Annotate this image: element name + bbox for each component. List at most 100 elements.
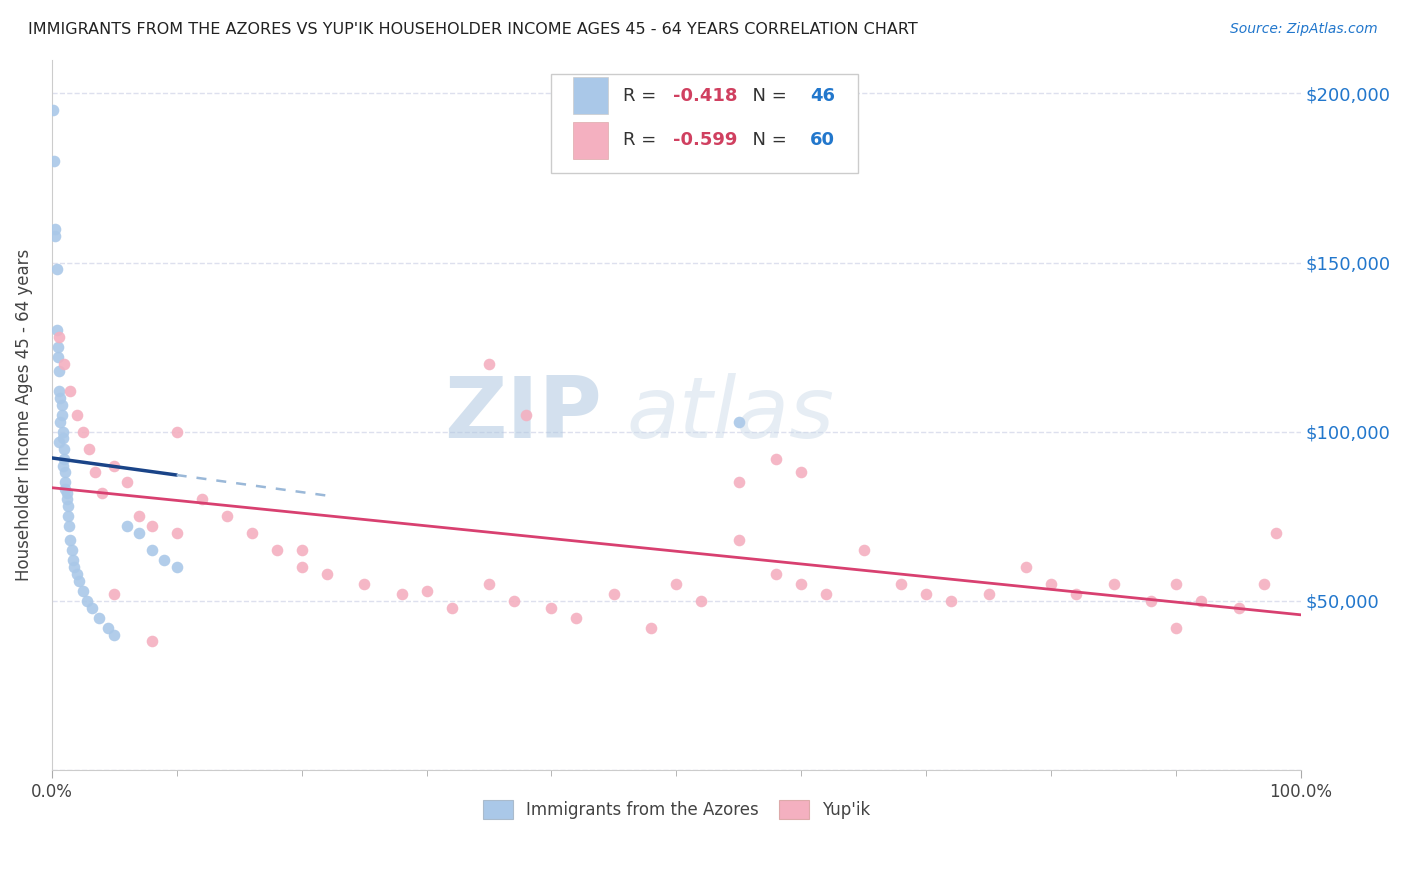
- Point: [55, 482, 77, 496]
- Point: [46, 340, 69, 354]
- Point: [52, 425, 75, 439]
- Point: [59, 384, 82, 398]
- Point: [51, 398, 73, 412]
- Point: [49, 415, 72, 429]
- Point: [62, 553, 84, 567]
- Text: atlas: atlas: [627, 373, 834, 457]
- Point: [55, 492, 77, 507]
- Point: [80, 600, 103, 615]
- Point: [266, 543, 288, 558]
- Point: [315, 566, 337, 581]
- Point: [128, 526, 150, 541]
- Point: [52, 458, 75, 473]
- Point: [977, 587, 1000, 601]
- Point: [141, 634, 163, 648]
- Point: [565, 611, 588, 625]
- Point: [45, 323, 67, 337]
- Point: [97, 621, 120, 635]
- Point: [56, 499, 79, 513]
- Point: [48, 364, 70, 378]
- Point: [103, 587, 125, 601]
- Point: [1164, 621, 1187, 635]
- Point: [44, 154, 66, 169]
- Point: [45, 262, 67, 277]
- FancyBboxPatch shape: [551, 74, 858, 173]
- Point: [1140, 594, 1163, 608]
- Text: -0.599: -0.599: [672, 131, 737, 149]
- Point: [48, 384, 70, 398]
- Point: [77, 442, 100, 456]
- Point: [941, 594, 963, 608]
- Point: [115, 475, 138, 490]
- Point: [48, 434, 70, 449]
- Point: [56, 509, 79, 524]
- Point: [72, 425, 94, 439]
- Point: [67, 574, 90, 588]
- Text: IMMIGRANTS FROM THE AZORES VS YUP'IK HOUSEHOLDER INCOME AGES 45 - 64 YEARS CORRE: IMMIGRANTS FROM THE AZORES VS YUP'IK HOU…: [28, 22, 918, 37]
- Point: [1265, 526, 1288, 541]
- Point: [60, 543, 83, 558]
- Y-axis label: Householder Income Ages 45 - 64 years: Householder Income Ages 45 - 64 years: [15, 249, 32, 581]
- Text: ZIP: ZIP: [444, 373, 602, 457]
- Point: [84, 465, 107, 479]
- Point: [503, 594, 526, 608]
- Point: [1189, 594, 1212, 608]
- Point: [690, 594, 713, 608]
- Point: [727, 533, 749, 547]
- Point: [128, 509, 150, 524]
- Point: [765, 451, 787, 466]
- Point: [103, 628, 125, 642]
- Point: [815, 587, 838, 601]
- Point: [240, 526, 263, 541]
- Legend: Immigrants from the Azores, Yup'ik: Immigrants from the Azores, Yup'ik: [475, 793, 877, 826]
- Point: [603, 587, 626, 601]
- Point: [291, 560, 314, 574]
- Point: [1227, 600, 1250, 615]
- Point: [190, 492, 212, 507]
- Point: [52, 432, 75, 446]
- Point: [415, 583, 437, 598]
- Text: 60: 60: [810, 131, 835, 149]
- Text: -0.418: -0.418: [672, 87, 737, 105]
- Point: [66, 408, 89, 422]
- Point: [44, 228, 66, 243]
- Point: [166, 425, 188, 439]
- Point: [103, 458, 125, 473]
- Point: [53, 442, 76, 456]
- Point: [76, 594, 98, 608]
- Point: [790, 577, 813, 591]
- Point: [89, 611, 111, 625]
- Point: [44, 221, 66, 235]
- Point: [540, 600, 562, 615]
- Point: [55, 475, 77, 490]
- Point: [215, 509, 238, 524]
- Point: [1064, 587, 1087, 601]
- Point: [53, 357, 76, 371]
- Point: [63, 560, 86, 574]
- Point: [48, 330, 70, 344]
- Point: [915, 587, 938, 601]
- Point: [353, 577, 375, 591]
- Point: [59, 533, 82, 547]
- FancyBboxPatch shape: [572, 121, 607, 159]
- Point: [727, 475, 749, 490]
- Point: [51, 408, 73, 422]
- Point: [49, 391, 72, 405]
- Point: [46, 351, 69, 365]
- Point: [515, 408, 537, 422]
- Point: [66, 566, 89, 581]
- FancyBboxPatch shape: [572, 78, 607, 114]
- Text: R =: R =: [623, 87, 662, 105]
- Point: [53, 451, 76, 466]
- Point: [1015, 560, 1038, 574]
- Point: [55, 485, 77, 500]
- Text: N =: N =: [741, 131, 793, 149]
- Text: Source: ZipAtlas.com: Source: ZipAtlas.com: [1230, 22, 1378, 37]
- Point: [90, 485, 112, 500]
- Point: [291, 543, 314, 558]
- Point: [478, 357, 501, 371]
- Point: [765, 566, 787, 581]
- Point: [852, 543, 875, 558]
- Text: R =: R =: [623, 131, 662, 149]
- Point: [166, 560, 188, 574]
